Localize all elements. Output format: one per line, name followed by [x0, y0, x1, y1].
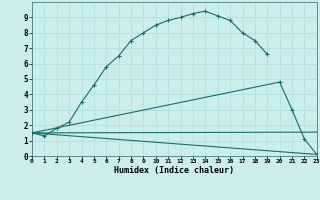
- X-axis label: Humidex (Indice chaleur): Humidex (Indice chaleur): [115, 166, 234, 175]
